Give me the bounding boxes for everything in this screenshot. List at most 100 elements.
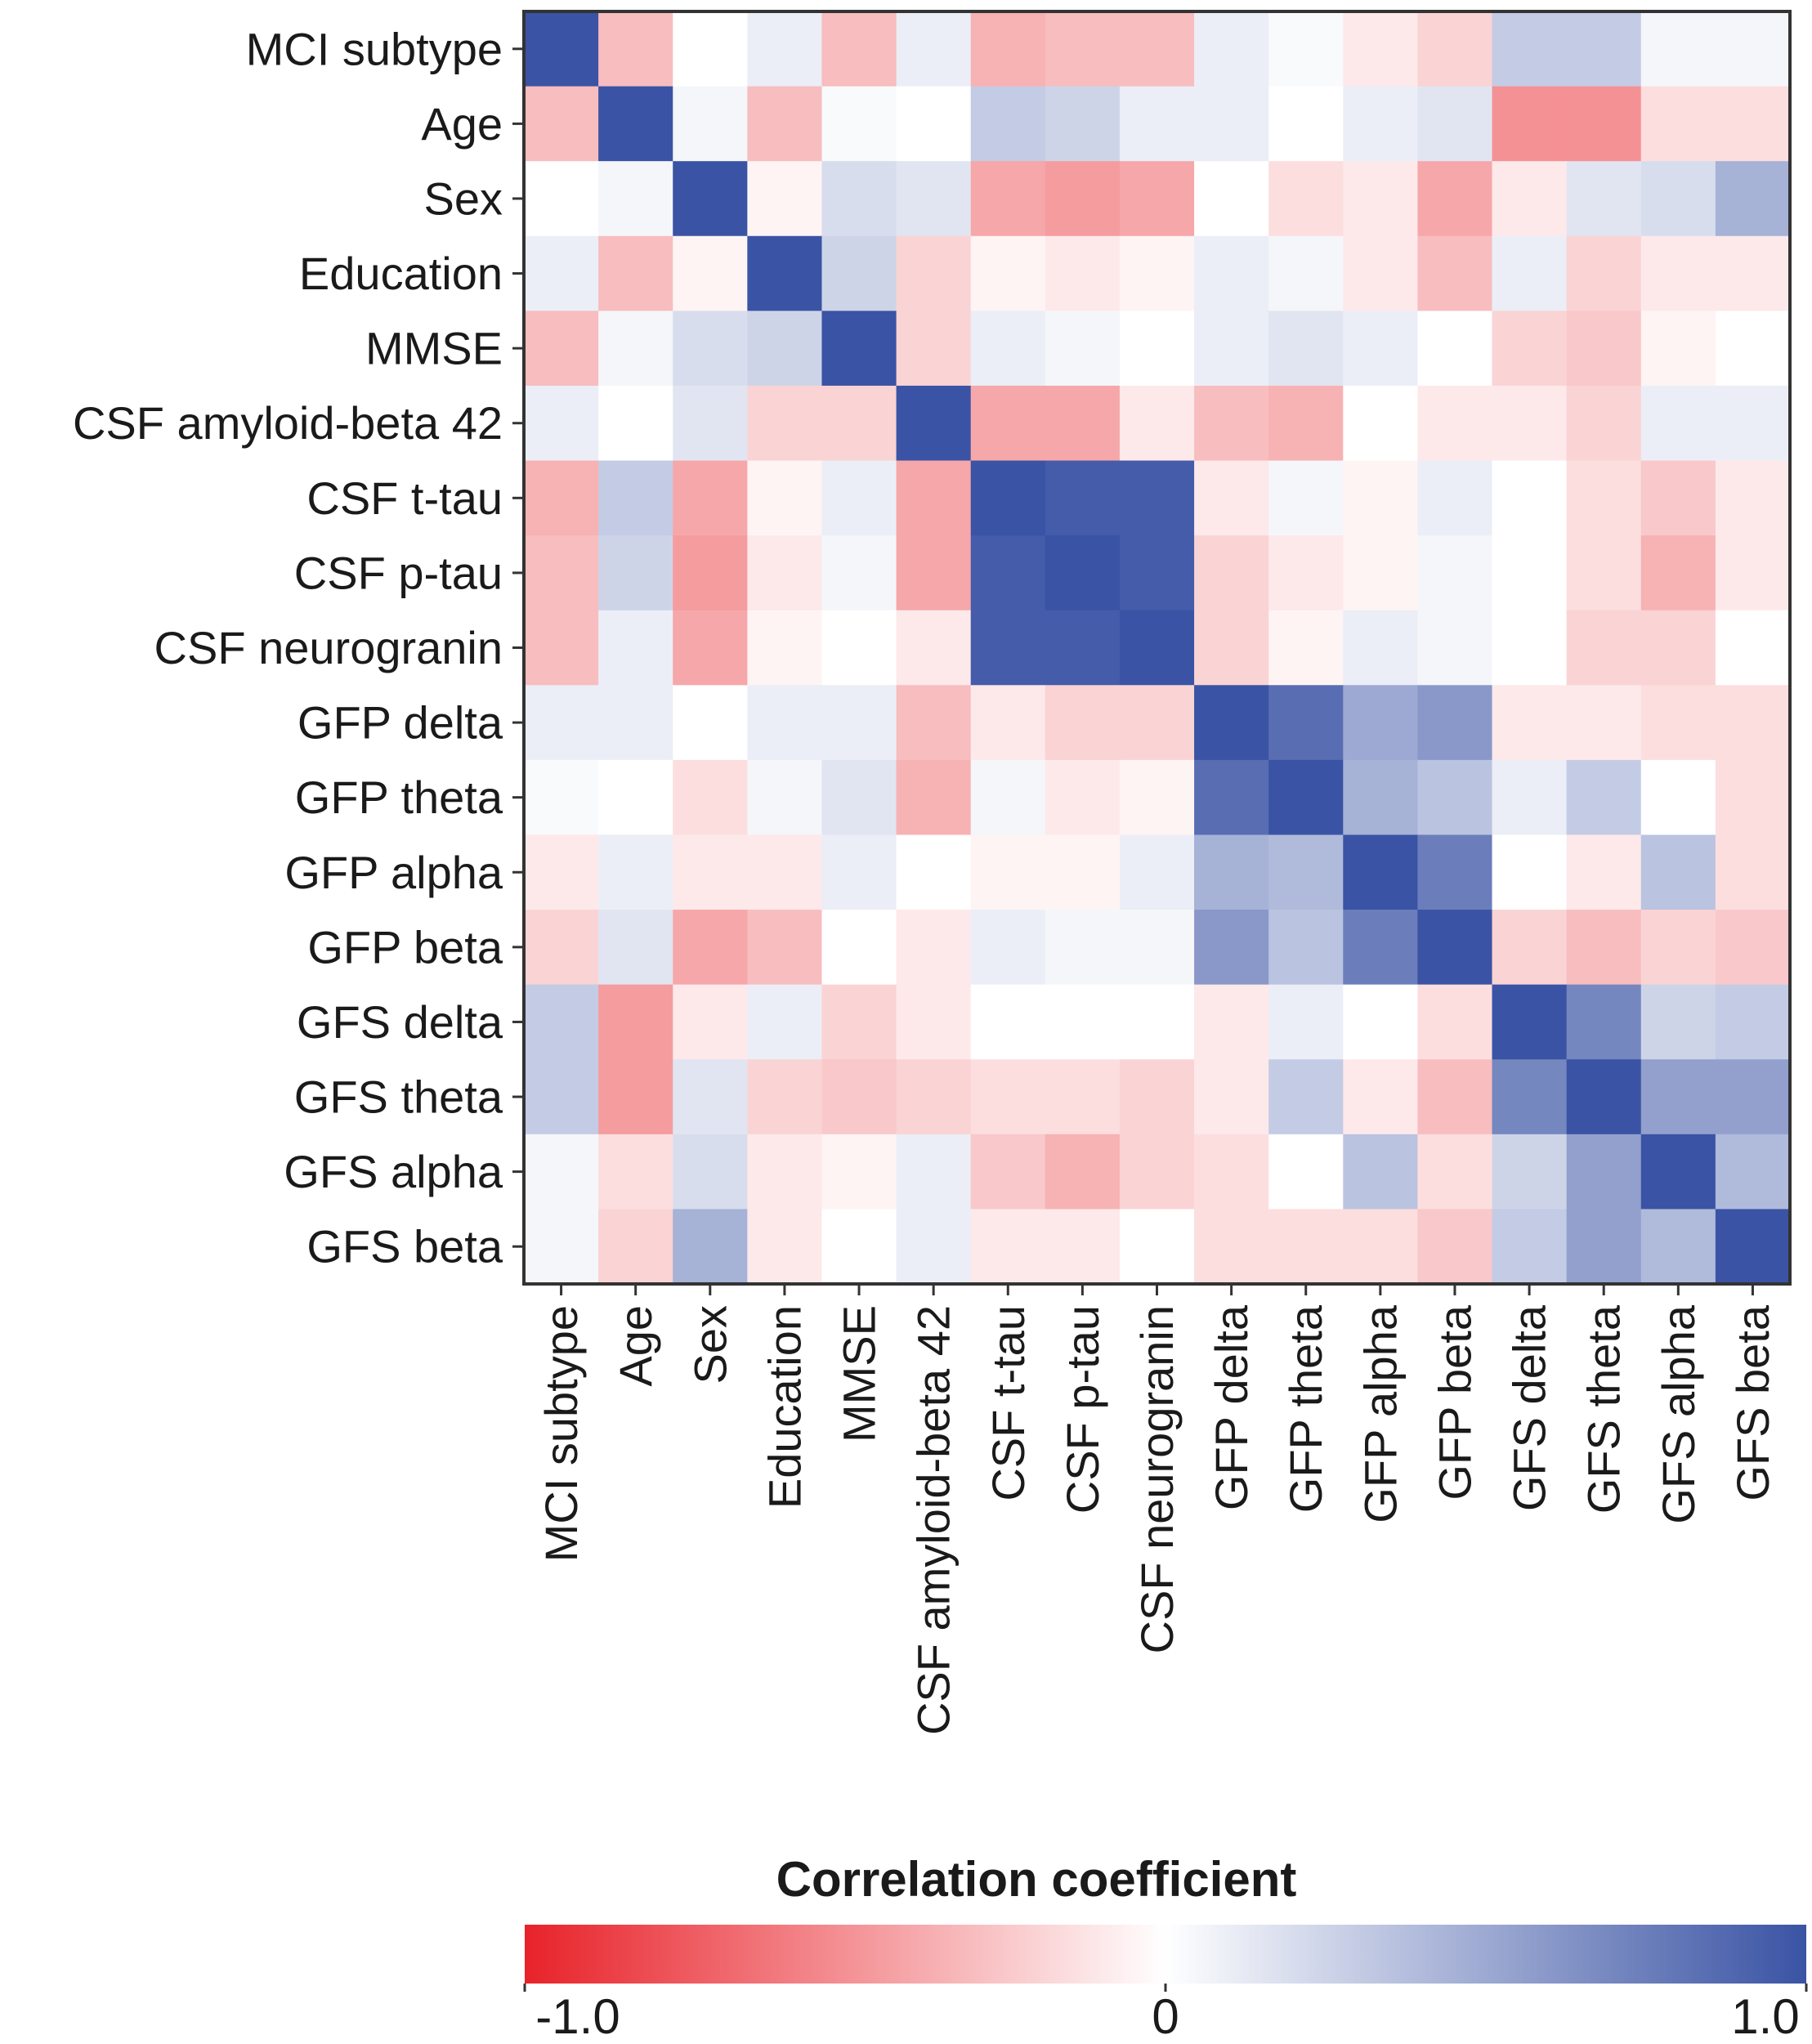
heatmap-cell	[1640, 910, 1716, 986]
column-label: CSF t-tau	[982, 1305, 1034, 1501]
row-label: GFS alpha	[284, 1146, 503, 1197]
heatmap-cell	[673, 86, 748, 162]
heatmap-cell	[1715, 385, 1791, 462]
heatmap-cell	[598, 311, 673, 387]
heatmap-cell	[821, 759, 897, 836]
heatmap-cell	[1045, 86, 1121, 162]
heatmap-cell	[1417, 1059, 1493, 1135]
heatmap-cell	[896, 535, 972, 611]
heatmap-cell	[1640, 535, 1716, 611]
heatmap-cell	[970, 235, 1046, 311]
heatmap-cell	[1045, 759, 1121, 836]
heatmap-cell	[1715, 834, 1791, 910]
heatmap-cell	[1492, 759, 1568, 836]
row-label: CSF amyloid-beta 42	[73, 397, 503, 449]
heatmap-cell	[896, 1059, 972, 1135]
heatmap-cell	[896, 984, 972, 1060]
heatmap-cell	[524, 1059, 599, 1135]
heatmap-cell	[673, 11, 748, 87]
heatmap-cell	[1492, 910, 1568, 986]
heatmap-cell	[598, 385, 673, 462]
heatmap-cell	[1119, 834, 1195, 910]
heatmap-cell	[1194, 759, 1269, 836]
heatmap-cell	[524, 910, 599, 986]
heatmap-cell	[1492, 161, 1568, 237]
column-label: CSF neurogranin	[1131, 1305, 1183, 1653]
heatmap-cell	[1640, 610, 1716, 686]
colorbar-gradient	[525, 1925, 1806, 1984]
heatmap-cell	[896, 311, 972, 387]
row-label: Education	[299, 248, 503, 299]
heatmap-cell	[1715, 86, 1791, 162]
heatmap-cell	[1119, 535, 1195, 611]
heatmap-cell	[1417, 984, 1493, 1060]
heatmap-cell	[524, 834, 599, 910]
heatmap-cell	[673, 685, 748, 761]
heatmap-cell	[1640, 86, 1716, 162]
heatmap-cell	[1119, 759, 1195, 836]
heatmap-cell	[1194, 535, 1269, 611]
heatmap-cell	[524, 460, 599, 536]
colorbar-label-min: -1.0	[535, 1989, 620, 2044]
row-label: CSF neurogranin	[154, 622, 503, 673]
heatmap-cell	[896, 385, 972, 462]
heatmap-cell	[1343, 1134, 1419, 1210]
heatmap-cell	[1343, 311, 1419, 387]
heatmap-cell	[1343, 11, 1419, 87]
heatmap-cell	[1343, 984, 1419, 1060]
heatmap-cell	[821, 1134, 897, 1210]
heatmap-cell	[747, 385, 823, 462]
column-label: Age	[610, 1305, 661, 1387]
heatmap-cell	[747, 1059, 823, 1135]
heatmap-cell	[1119, 311, 1195, 387]
heatmap-cell	[1343, 161, 1419, 237]
heatmap-cell	[1343, 86, 1419, 162]
column-label: GFP alpha	[1354, 1304, 1406, 1523]
heatmap-cell	[1045, 235, 1121, 311]
column-label: CSF amyloid-beta 42	[908, 1305, 960, 1735]
heatmap-cell	[1640, 161, 1716, 237]
heatmap-cell	[1715, 535, 1791, 611]
heatmap-cell	[1715, 759, 1791, 836]
heatmap-cell	[1417, 311, 1493, 387]
column-label: GFP delta	[1206, 1304, 1257, 1510]
heatmap-cell	[1492, 1059, 1568, 1135]
heatmap-cell	[524, 1134, 599, 1210]
heatmap-cell	[747, 161, 823, 237]
heatmap-cell	[1566, 385, 1642, 462]
heatmap-cell	[747, 311, 823, 387]
heatmap-cell	[1045, 11, 1121, 87]
heatmap-cell	[1715, 610, 1791, 686]
heatmap-cell	[1640, 1209, 1716, 1285]
heatmap-cell	[1268, 759, 1344, 836]
heatmap-cell	[970, 1134, 1046, 1210]
heatmap-cell	[1045, 984, 1121, 1060]
heatmap-cell	[1417, 161, 1493, 237]
heatmap-cell	[1417, 460, 1493, 536]
heatmap-cell	[1045, 1134, 1121, 1210]
heatmap-cell	[598, 910, 673, 986]
heatmap-cell	[524, 685, 599, 761]
heatmap-cell	[524, 11, 599, 87]
heatmap-cell	[1566, 984, 1642, 1060]
heatmap-cell	[598, 1209, 673, 1285]
heatmap-cell	[896, 759, 972, 836]
heatmap-cell	[1492, 984, 1568, 1060]
heatmap-cell	[1343, 235, 1419, 311]
heatmap-cell	[1268, 385, 1344, 462]
row-label: GFP alpha	[284, 847, 503, 898]
heatmap-cell	[673, 1209, 748, 1285]
heatmap-cell	[1343, 535, 1419, 611]
heatmap-cell	[1640, 385, 1716, 462]
heatmap-cell	[896, 834, 972, 910]
row-label: GFP delta	[298, 697, 503, 749]
column-label: GFS alpha	[1653, 1304, 1704, 1524]
heatmap-cell	[970, 460, 1046, 536]
colorbar-label-max: 1.0	[1731, 1989, 1799, 2044]
heatmap-cell	[1268, 685, 1344, 761]
heatmap-cell	[673, 834, 748, 910]
heatmap-cell	[747, 86, 823, 162]
heatmap-cell	[1268, 1134, 1344, 1210]
heatmap-cell	[524, 610, 599, 686]
row-label: CSF t-tau	[306, 472, 503, 524]
